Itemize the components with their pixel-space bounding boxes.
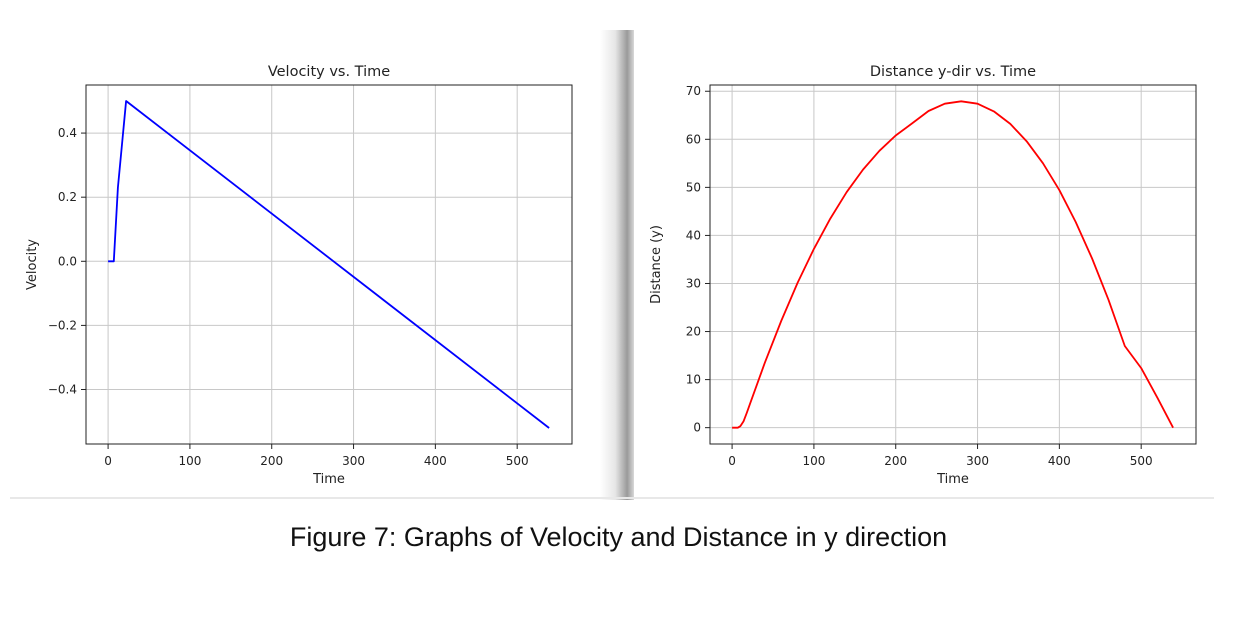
velocity-x-tick-label: 200 bbox=[260, 454, 283, 468]
velocity-y-tick-label: 0.2 bbox=[58, 190, 77, 204]
distance-x-tick-label: 100 bbox=[802, 454, 825, 468]
velocity-series-line bbox=[108, 100, 550, 429]
velocity-y-tick-label: 0.0 bbox=[58, 254, 77, 268]
velocity-chart-title: Velocity vs. Time bbox=[268, 64, 390, 80]
distance-chart-title: Distance y-dir vs. Time bbox=[870, 64, 1036, 80]
distance-plot-frame bbox=[709, 84, 1197, 445]
page-fold-shadow bbox=[600, 30, 634, 500]
velocity-y-tick-label: −0.2 bbox=[48, 318, 77, 332]
distance-y-tick-label: 10 bbox=[686, 373, 701, 387]
distance-x-axis-label: Time bbox=[936, 472, 969, 487]
distance-x-tick-label: 500 bbox=[1130, 454, 1153, 468]
distance-y-tick-label: 50 bbox=[686, 180, 701, 194]
velocity-y-axis-label: Velocity bbox=[25, 239, 40, 290]
distance-y-tick-label: 20 bbox=[686, 325, 701, 339]
distance-y-tick-label: 60 bbox=[686, 132, 701, 146]
figure-panel: 0 100 200 300 400 500 −0.4 −0.2 0.0 0.2 0.4 Velocit… bbox=[10, 30, 1214, 500]
velocity-x-tick-label: 300 bbox=[342, 454, 365, 468]
distance-x-tick-label: 200 bbox=[884, 454, 907, 468]
velocity-x-tick-label: 400 bbox=[424, 454, 447, 468]
distance-plot-area bbox=[710, 85, 1196, 444]
distance-y-tick-label: 40 bbox=[686, 228, 701, 242]
distance-x-tick-label: 400 bbox=[1048, 454, 1071, 468]
velocity-y-tick-label: −0.4 bbox=[48, 383, 77, 397]
distance-chart: 0 100 200 300 400 500 0 10 20 30 40 50 60 70 Distance … bbox=[649, 64, 1197, 487]
distance-y-tick-label: 70 bbox=[686, 84, 701, 98]
velocity-chart: 0 100 200 300 400 500 −0.4 −0.2 0.0 0.2 0.4 Velocit… bbox=[25, 64, 573, 487]
distance-y-tick-label: 0 bbox=[693, 421, 701, 435]
velocity-y-tick-label: 0.4 bbox=[58, 126, 77, 140]
distance-x-tick-label: 300 bbox=[966, 454, 989, 468]
figure-caption: Figure 7: Graphs of Velocity and Distanc… bbox=[289, 522, 948, 552]
distance-y-axis-label: Distance (y) bbox=[649, 225, 664, 304]
velocity-x-tick-label: 500 bbox=[506, 454, 529, 468]
velocity-plot-frame bbox=[85, 84, 573, 445]
velocity-x-tick-label: 100 bbox=[178, 454, 201, 468]
velocity-x-axis-label: Time bbox=[312, 472, 345, 487]
bottom-edge bbox=[10, 497, 1214, 499]
velocity-x-tick-label: 0 bbox=[104, 454, 112, 468]
distance-series-line bbox=[732, 100, 1174, 429]
charts-canvas: 0 100 200 300 400 500−0.4−0.20.00.20.4Velocit… bbox=[10, 30, 1214, 500]
distance-y-tick-label: 30 bbox=[686, 276, 701, 290]
distance-x-tick-label: 0 bbox=[728, 454, 736, 468]
